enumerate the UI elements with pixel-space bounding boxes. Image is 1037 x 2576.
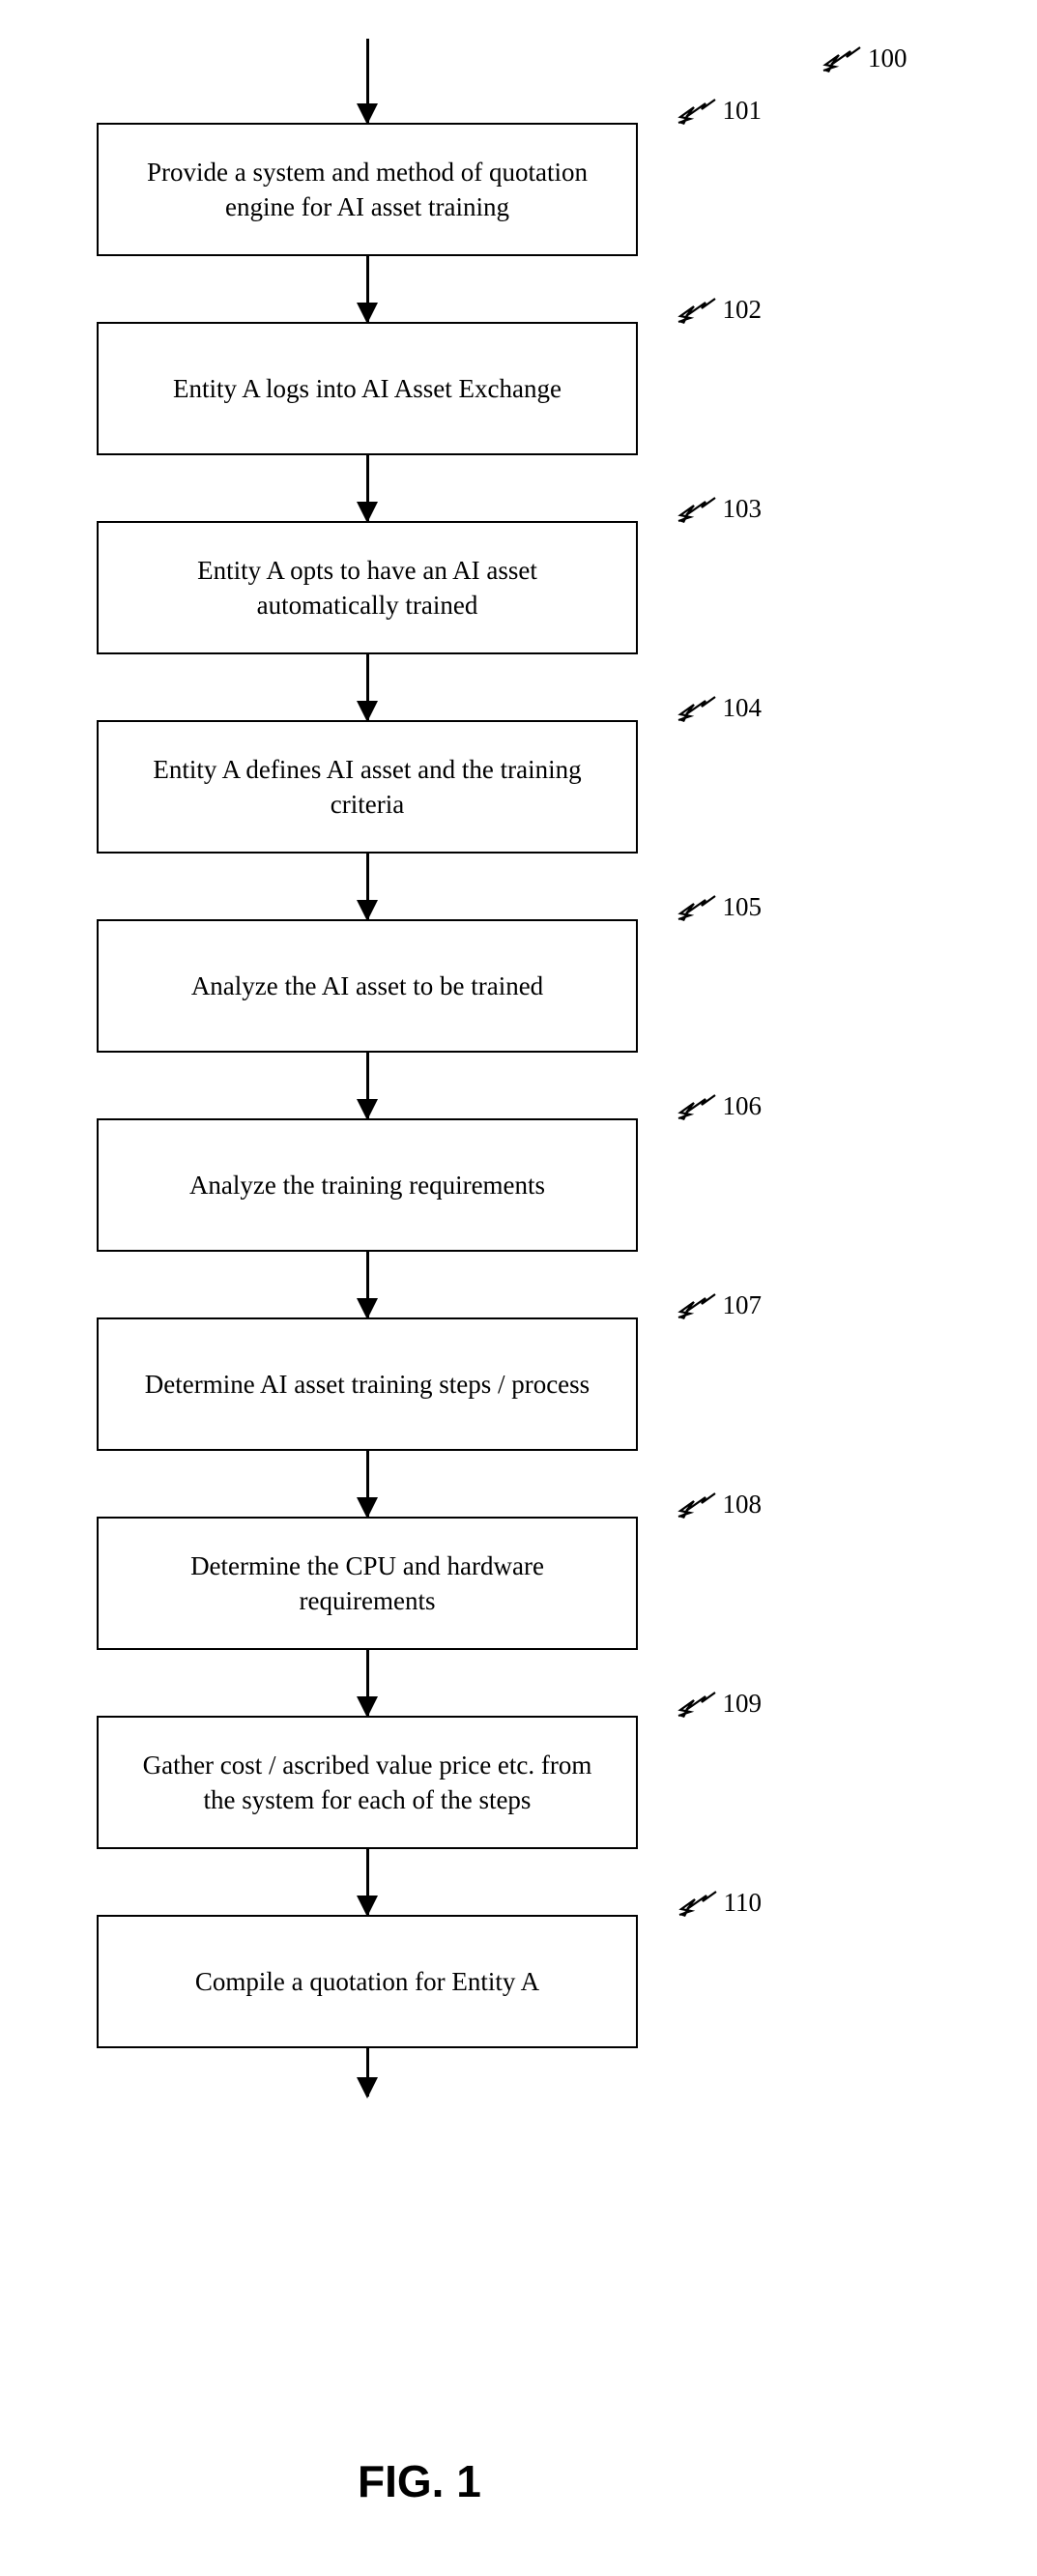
step-text: Gather cost / ascribed value price etc. … — [126, 1748, 609, 1818]
arrow-down — [366, 854, 369, 919]
ref-number: 110 — [724, 1888, 763, 1918]
zigzag-arrow-icon — [677, 1491, 717, 1519]
figure-label-text: FIG. 1 — [358, 2456, 481, 2506]
zigzag-arrow-icon — [677, 894, 717, 921]
arrow-down — [366, 2048, 369, 2097]
ref-label-105: 105 — [677, 892, 763, 922]
step-box-101: Provide a system and method of quotation… — [97, 123, 638, 256]
step-text: Analyze the AI asset to be trained — [191, 969, 543, 1003]
step-box-105: Analyze the AI asset to be trained105 — [97, 919, 638, 1053]
ref-label-107: 107 — [677, 1290, 763, 1320]
figure-caption: FIG. 1 — [358, 2455, 481, 2507]
arrow-down — [366, 1053, 369, 1118]
arrow-down — [366, 455, 369, 521]
zigzag-arrow-icon — [677, 1691, 717, 1718]
arrow-connector — [97, 854, 638, 919]
ref-label-103: 103 — [677, 494, 763, 524]
arrow-down — [366, 1650, 369, 1716]
ref-label-106: 106 — [677, 1091, 763, 1121]
zigzag-arrow-icon — [677, 1093, 717, 1120]
ref-label-104: 104 — [677, 693, 763, 723]
arrow-connector — [97, 256, 638, 322]
ref-label-108: 108 — [677, 1490, 763, 1520]
ref-number: 105 — [723, 892, 763, 922]
arrow-connector — [97, 1053, 638, 1118]
step-box-104: Entity A defines AI asset and the traini… — [97, 720, 638, 854]
step-text: Entity A opts to have an AI asset automa… — [126, 553, 609, 623]
zigzag-arrow-icon — [677, 1292, 717, 1319]
arrow-connector — [97, 2048, 638, 2097]
step-box-102: Entity A logs into AI Asset Exchange102 — [97, 322, 638, 455]
step-box-103: Entity A opts to have an AI asset automa… — [97, 521, 638, 654]
arrow-down — [366, 1252, 369, 1317]
step-box-110: Compile a quotation for Entity A110 — [97, 1915, 638, 2048]
arrow-connector — [97, 455, 638, 521]
step-text: Entity A defines AI asset and the traini… — [126, 752, 609, 823]
step-box-107: Determine AI asset training steps / proc… — [97, 1317, 638, 1451]
arrow-down — [366, 256, 369, 322]
arrow-connector — [97, 1451, 638, 1517]
flowchart-container: Provide a system and method of quotation… — [97, 39, 638, 2097]
step-box-109: Gather cost / ascribed value price etc. … — [97, 1716, 638, 1849]
step-text: Analyze the training requirements — [189, 1168, 545, 1202]
zigzag-arrow-icon — [677, 98, 717, 125]
arrow-connector — [97, 1849, 638, 1915]
ref-number: 103 — [723, 494, 763, 524]
step-text: Determine the CPU and hardware requireme… — [126, 1548, 609, 1619]
ref-number: 108 — [723, 1490, 763, 1520]
ref-label-102: 102 — [677, 295, 763, 325]
steps-mount: Provide a system and method of quotation… — [97, 123, 638, 2097]
zigzag-arrow-icon — [677, 496, 717, 523]
ref-label-109: 109 — [677, 1689, 763, 1719]
zigzag-arrow-icon — [677, 297, 717, 324]
step-box-106: Analyze the training requirements106 — [97, 1118, 638, 1252]
arrow-down — [366, 1451, 369, 1517]
ref-label-110: 110 — [677, 1888, 763, 1918]
ref-number: 104 — [723, 693, 763, 723]
overall-ref-text: 100 — [868, 43, 907, 73]
zigzag-arrow-icon — [821, 45, 862, 72]
step-box-108: Determine the CPU and hardware requireme… — [97, 1517, 638, 1650]
arrow-down — [366, 654, 369, 720]
arrow-connector — [97, 1650, 638, 1716]
arrow-down — [366, 1849, 369, 1915]
arrow-connector — [97, 1252, 638, 1317]
arrow-initial — [97, 39, 638, 123]
step-text: Compile a quotation for Entity A — [195, 1964, 539, 1999]
zigzag-arrow-icon — [677, 695, 717, 722]
zigzag-arrow-icon — [677, 1890, 718, 1917]
overall-ref-label: 100 — [821, 43, 907, 73]
arrow-down — [366, 39, 369, 123]
arrow-connector — [97, 654, 638, 720]
ref-number: 102 — [723, 295, 763, 325]
ref-number: 106 — [723, 1091, 763, 1121]
step-text: Provide a system and method of quotation… — [126, 155, 609, 225]
ref-number: 109 — [723, 1689, 763, 1719]
ref-label-101: 101 — [677, 96, 763, 126]
ref-number: 101 — [723, 96, 763, 126]
step-text: Entity A logs into AI Asset Exchange — [173, 371, 562, 406]
ref-number: 107 — [723, 1290, 763, 1320]
step-text: Determine AI asset training steps / proc… — [145, 1367, 590, 1402]
